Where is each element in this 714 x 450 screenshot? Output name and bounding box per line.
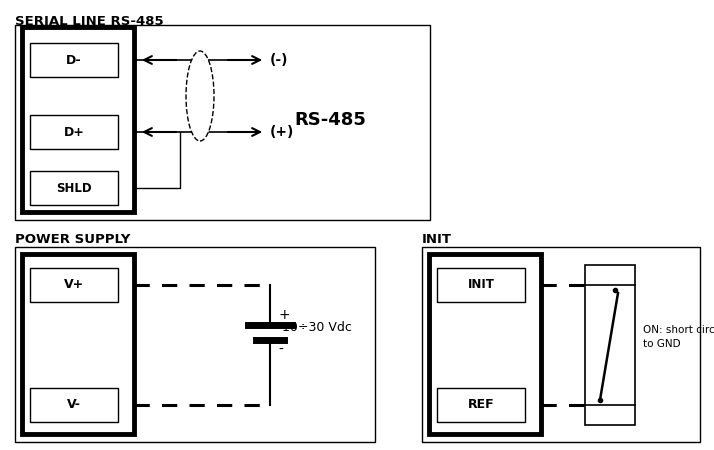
- Text: SHLD: SHLD: [56, 181, 92, 194]
- Bar: [437, 388, 525, 422]
- Bar: [22, 254, 134, 434]
- Text: 10÷30 Vdc: 10÷30 Vdc: [282, 321, 352, 334]
- Text: V-: V-: [67, 399, 81, 411]
- Bar: [585, 265, 635, 425]
- Bar: [422, 247, 700, 442]
- Text: (-): (-): [270, 53, 288, 67]
- Bar: [429, 254, 541, 434]
- Bar: [30, 171, 118, 205]
- Text: ON: short circuit
to GND: ON: short circuit to GND: [643, 325, 714, 349]
- Bar: [437, 268, 525, 302]
- Text: INIT: INIT: [422, 233, 452, 246]
- Bar: [15, 247, 375, 442]
- Text: V+: V+: [64, 279, 84, 292]
- Bar: [22, 27, 134, 212]
- Text: RS-485: RS-485: [294, 111, 366, 129]
- Text: D-: D-: [66, 54, 82, 67]
- Text: (+): (+): [270, 125, 294, 139]
- Bar: [30, 268, 118, 302]
- Text: SERIAL LINE RS-485: SERIAL LINE RS-485: [15, 15, 164, 28]
- Text: +: +: [278, 308, 290, 322]
- Bar: [15, 25, 430, 220]
- Text: D+: D+: [64, 126, 84, 139]
- Ellipse shape: [186, 51, 214, 141]
- Bar: [30, 115, 118, 149]
- Text: POWER SUPPLY: POWER SUPPLY: [15, 233, 131, 246]
- Text: -: -: [278, 343, 283, 357]
- Bar: [30, 43, 118, 77]
- Text: REF: REF: [468, 399, 494, 411]
- Bar: [30, 388, 118, 422]
- Text: INIT: INIT: [468, 279, 494, 292]
